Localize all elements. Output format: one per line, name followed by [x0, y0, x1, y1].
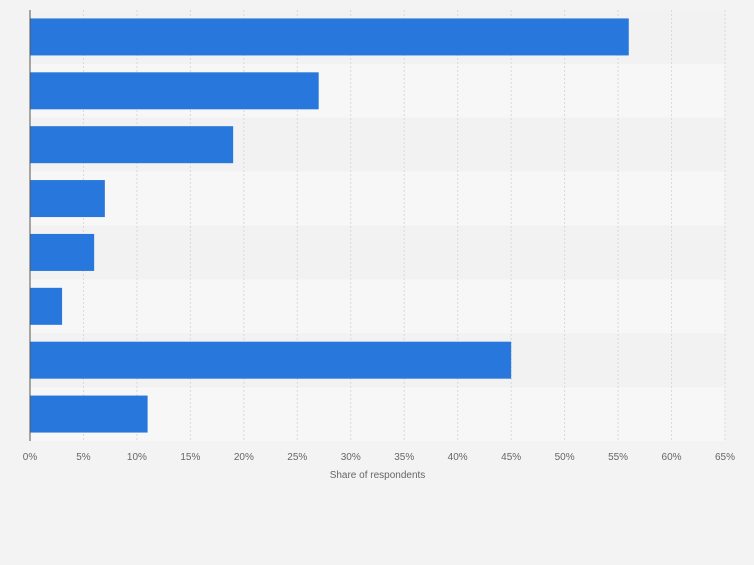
x-tick-label: 15%: [180, 452, 200, 463]
bar[interactable]: [30, 180, 105, 218]
bar[interactable]: [30, 18, 629, 56]
bar[interactable]: [30, 126, 234, 164]
x-tick-label: 60%: [662, 452, 682, 463]
x-tick-label: 35%: [394, 452, 414, 463]
bar[interactable]: [30, 395, 148, 433]
band-row: [30, 171, 725, 226]
x-tick-label: 5%: [76, 452, 91, 463]
bar[interactable]: [30, 233, 95, 271]
x-tick-label: 50%: [555, 452, 575, 463]
x-tick-label: 30%: [341, 452, 361, 463]
bar[interactable]: [30, 72, 319, 110]
x-tick-label: 0%: [23, 452, 38, 463]
x-tick-label: 20%: [234, 452, 254, 463]
band-row: [30, 225, 725, 280]
x-tick-label: 55%: [608, 452, 628, 463]
bar[interactable]: [30, 287, 63, 325]
band-row: [30, 279, 725, 334]
x-tick-label: 10%: [127, 452, 147, 463]
x-tick-label: 40%: [448, 452, 468, 463]
x-tick-label: 65%: [715, 452, 735, 463]
x-axis-title: Share of respondents: [330, 470, 426, 481]
x-tick-label: 45%: [501, 452, 521, 463]
x-tick-label: 25%: [287, 452, 307, 463]
bar[interactable]: [30, 341, 512, 379]
